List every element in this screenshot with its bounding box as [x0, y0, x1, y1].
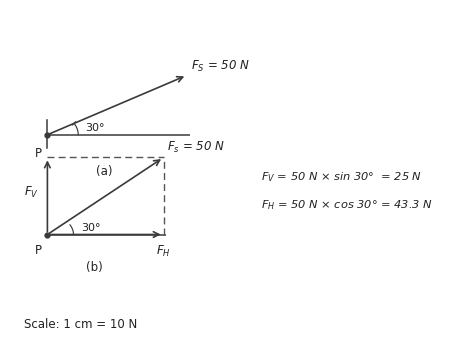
Text: P: P	[35, 244, 42, 257]
Text: (b): (b)	[86, 261, 103, 274]
Text: 30°: 30°	[82, 223, 101, 233]
Text: $F_H$ = 50 N × cos 30° = 43.3 N: $F_H$ = 50 N × cos 30° = 43.3 N	[261, 198, 432, 212]
Text: $F_V$ = 50 N × sin 30°  = 25 N: $F_V$ = 50 N × sin 30° = 25 N	[261, 170, 422, 184]
Text: $F_s$ = 50 N: $F_s$ = 50 N	[167, 140, 225, 155]
Text: $F_S$ = 50 N: $F_S$ = 50 N	[191, 59, 249, 74]
Text: $F_H$: $F_H$	[156, 244, 171, 259]
Text: P: P	[35, 147, 42, 160]
Text: 30°: 30°	[85, 122, 105, 133]
Text: $F_V$: $F_V$	[24, 184, 39, 200]
Text: Scale: 1 cm = 10 N: Scale: 1 cm = 10 N	[24, 318, 137, 331]
Text: (a): (a)	[96, 164, 112, 177]
